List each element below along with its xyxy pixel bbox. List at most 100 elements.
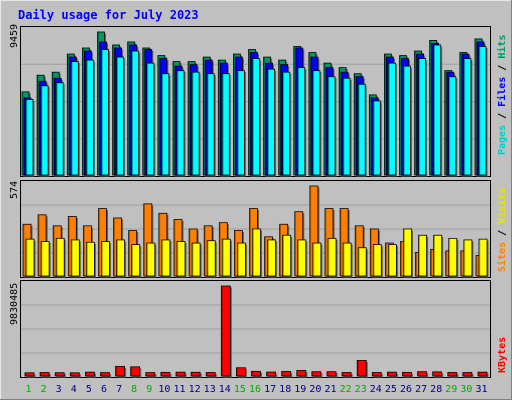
- day-label-8: 8: [131, 384, 137, 395]
- legend-kbytes: KBytes: [497, 337, 508, 373]
- legend-sep-1: /: [497, 107, 508, 125]
- kbytes-bar-day-29: [447, 372, 459, 378]
- visits-bar-day-26: [403, 228, 413, 278]
- kbytes-bar-day-28: [432, 371, 444, 378]
- pages-bar-day-4: [70, 61, 80, 177]
- pages-bar-day-25: [387, 62, 397, 177]
- legend-sep-2: /: [497, 59, 508, 77]
- visits-bar-day-29: [448, 237, 459, 278]
- visits-bar-day-13: [206, 240, 217, 278]
- day-label-20: 20: [309, 384, 321, 395]
- pages-bar-day-9: [146, 62, 156, 177]
- visits-bar-day-27: [418, 234, 429, 278]
- kbytes-bar-day-13: [205, 372, 217, 378]
- kbytes-bar-day-11: [175, 371, 187, 378]
- day-label-1: 1: [25, 384, 31, 395]
- visits-bar-day-11: [176, 241, 187, 278]
- visits-bar-day-2: [40, 241, 51, 278]
- visits-bar-day-19: [297, 239, 308, 278]
- visits-bar-day-12: [191, 242, 202, 278]
- panel-hits-files-pages: 9459 Pages / Files / Hits: [9, 24, 508, 177]
- visits-bar-day-28: [433, 234, 444, 278]
- kbytes-bar-day-24: [371, 372, 383, 378]
- day-label-9: 9: [146, 384, 152, 395]
- legend-hits: Hits: [496, 35, 508, 59]
- visits-bar-day-18: [282, 234, 293, 278]
- day-label-16: 16: [249, 384, 261, 395]
- pages-bar-day-20: [312, 70, 322, 177]
- pages-bar-day-6: [101, 49, 110, 177]
- day-label-19: 19: [294, 384, 306, 395]
- pages-bar-day-12: [191, 71, 201, 177]
- day-label-24: 24: [370, 384, 382, 395]
- panel-2-y-label: Sites / Visits: [496, 188, 508, 272]
- legend-sep-3: /: [497, 224, 508, 242]
- kbytes-bar-day-15: [235, 367, 247, 378]
- pages-bar-day-21: [327, 76, 337, 177]
- kbytes-bar-day-31: [477, 371, 489, 378]
- day-label-5: 5: [86, 384, 92, 395]
- day-label-22: 22: [340, 384, 352, 395]
- day-label-15: 15: [234, 384, 246, 395]
- day-label-7: 7: [116, 384, 122, 395]
- visits-bar-day-10: [161, 239, 172, 278]
- visits-bar-day-1: [25, 238, 36, 278]
- day-label-3: 3: [56, 384, 62, 395]
- kbytes-bar-day-8: [130, 366, 142, 378]
- day-label-30: 30: [460, 384, 472, 395]
- pages-bar-day-11: [176, 70, 186, 177]
- panel-1-y-label: Pages / Files / Hits: [496, 35, 508, 155]
- day-label-18: 18: [279, 384, 291, 395]
- panel-3-max-label: 9830485: [9, 283, 20, 325]
- day-label-12: 12: [189, 384, 201, 395]
- kbytes-bar-day-25: [386, 371, 398, 378]
- kbytes-bar-day-23: [356, 360, 368, 378]
- pages-bar-day-18: [282, 71, 292, 177]
- pages-bar-day-8: [131, 50, 141, 177]
- kbytes-bar-day-2: [39, 372, 51, 378]
- pages-bar-day-3: [55, 82, 65, 177]
- kbytes-bar-day-1: [24, 372, 36, 378]
- pages-bar-day-10: [161, 73, 171, 177]
- kbytes-bar-day-22: [341, 372, 353, 378]
- day-label-29: 29: [445, 384, 457, 395]
- visits-bar-day-20: [312, 242, 323, 278]
- visits-bar-day-23: [357, 247, 368, 278]
- day-label-25: 25: [385, 384, 397, 395]
- visits-bar-day-3: [55, 237, 66, 278]
- pages-bar-day-16: [252, 58, 261, 177]
- pages-bar-day-23: [357, 83, 367, 177]
- kbytes-bar-day-26: [402, 371, 413, 378]
- visits-bar-day-16: [252, 228, 262, 278]
- kbytes-bar-day-17: [266, 371, 278, 378]
- pages-bar-day-24: [372, 100, 382, 177]
- visits-bar-day-31: [478, 238, 489, 278]
- pages-bar-day-14: [221, 73, 231, 177]
- kbytes-bar-day-20: [311, 371, 323, 378]
- kbytes-bar-day-4: [69, 372, 81, 378]
- kbytes-bar-day-3: [54, 372, 66, 378]
- pages-bar-day-7: [116, 56, 126, 177]
- pages-bar-day-27: [418, 58, 428, 177]
- kbytes-bar-day-14: [220, 285, 232, 378]
- visits-bar-day-7: [116, 239, 127, 278]
- day-label-21: 21: [324, 384, 336, 395]
- pages-bar-day-19: [297, 67, 307, 177]
- kbytes-bar-day-16: [251, 370, 262, 378]
- pages-bar-day-29: [448, 76, 458, 177]
- day-label-28: 28: [430, 384, 442, 395]
- day-label-11: 11: [173, 384, 185, 395]
- day-label-26: 26: [400, 384, 412, 395]
- visits-bar-day-24: [372, 244, 383, 278]
- visits-bar-day-30: [463, 239, 474, 278]
- visits-bar-day-14: [221, 238, 232, 278]
- panel-1-max-label: 9459: [9, 24, 20, 48]
- kbytes-bar-day-30: [462, 372, 474, 378]
- day-label-17: 17: [264, 384, 276, 395]
- day-label-31: 31: [475, 384, 487, 395]
- pages-bar-day-28: [433, 44, 443, 177]
- visits-bar-day-15: [236, 242, 247, 278]
- pages-bar-day-1: [25, 99, 35, 177]
- pages-bar-day-26: [403, 65, 412, 177]
